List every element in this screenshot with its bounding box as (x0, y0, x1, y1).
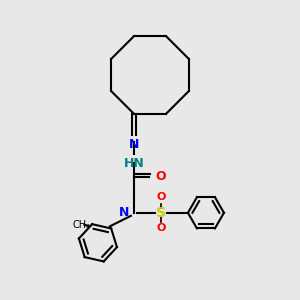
Text: N: N (119, 206, 129, 219)
Text: CH₃: CH₃ (72, 220, 91, 230)
Text: N: N (129, 138, 139, 151)
Text: O: O (155, 170, 166, 183)
Text: O: O (156, 223, 166, 233)
Text: S: S (156, 206, 166, 220)
Text: O: O (156, 192, 166, 202)
Text: HN: HN (124, 157, 144, 170)
